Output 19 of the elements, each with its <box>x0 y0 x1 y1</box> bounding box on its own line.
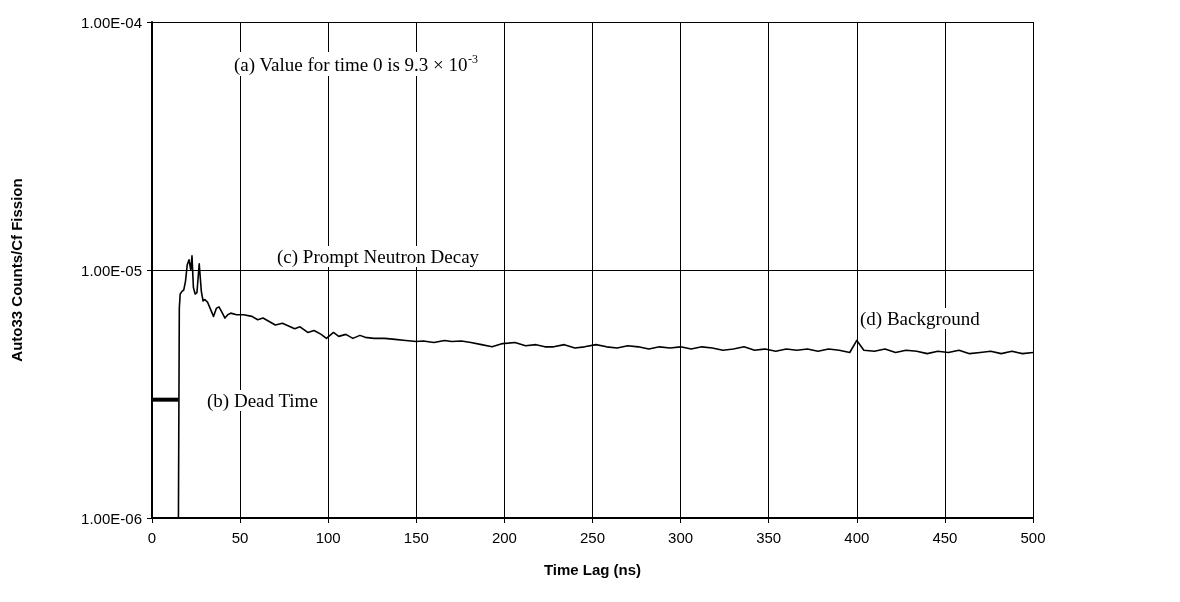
x-tick-label: 150 <box>403 529 429 546</box>
x-tick-label: 450 <box>932 529 958 546</box>
y-axis-title: Auto33 Counts/Cf Fission <box>8 178 25 362</box>
y-tick-label: 1.00E-06 <box>81 509 142 527</box>
y-tick-label: 1.00E-05 <box>81 261 142 279</box>
x-tick-label: 50 <box>231 529 249 546</box>
x-tick-label: 100 <box>315 529 341 546</box>
annotation: (b) Dead Time <box>207 390 318 412</box>
x-tick-label: 300 <box>668 529 694 546</box>
x-tick-label: 400 <box>844 529 870 546</box>
x-tick-label: 0 <box>147 529 157 546</box>
y-tick-label: 1.00E-04 <box>81 13 142 31</box>
x-tick-label: 200 <box>491 529 517 546</box>
x-tick-label: 500 <box>1020 529 1046 546</box>
annotation: (c) Prompt Neutron Decay <box>277 246 480 268</box>
x-tick-label: 350 <box>756 529 782 546</box>
x-axis-title: Time Lag (ns) <box>543 561 642 578</box>
x-tick-label: 250 <box>579 529 606 546</box>
annotation: (d) Background <box>860 308 981 330</box>
